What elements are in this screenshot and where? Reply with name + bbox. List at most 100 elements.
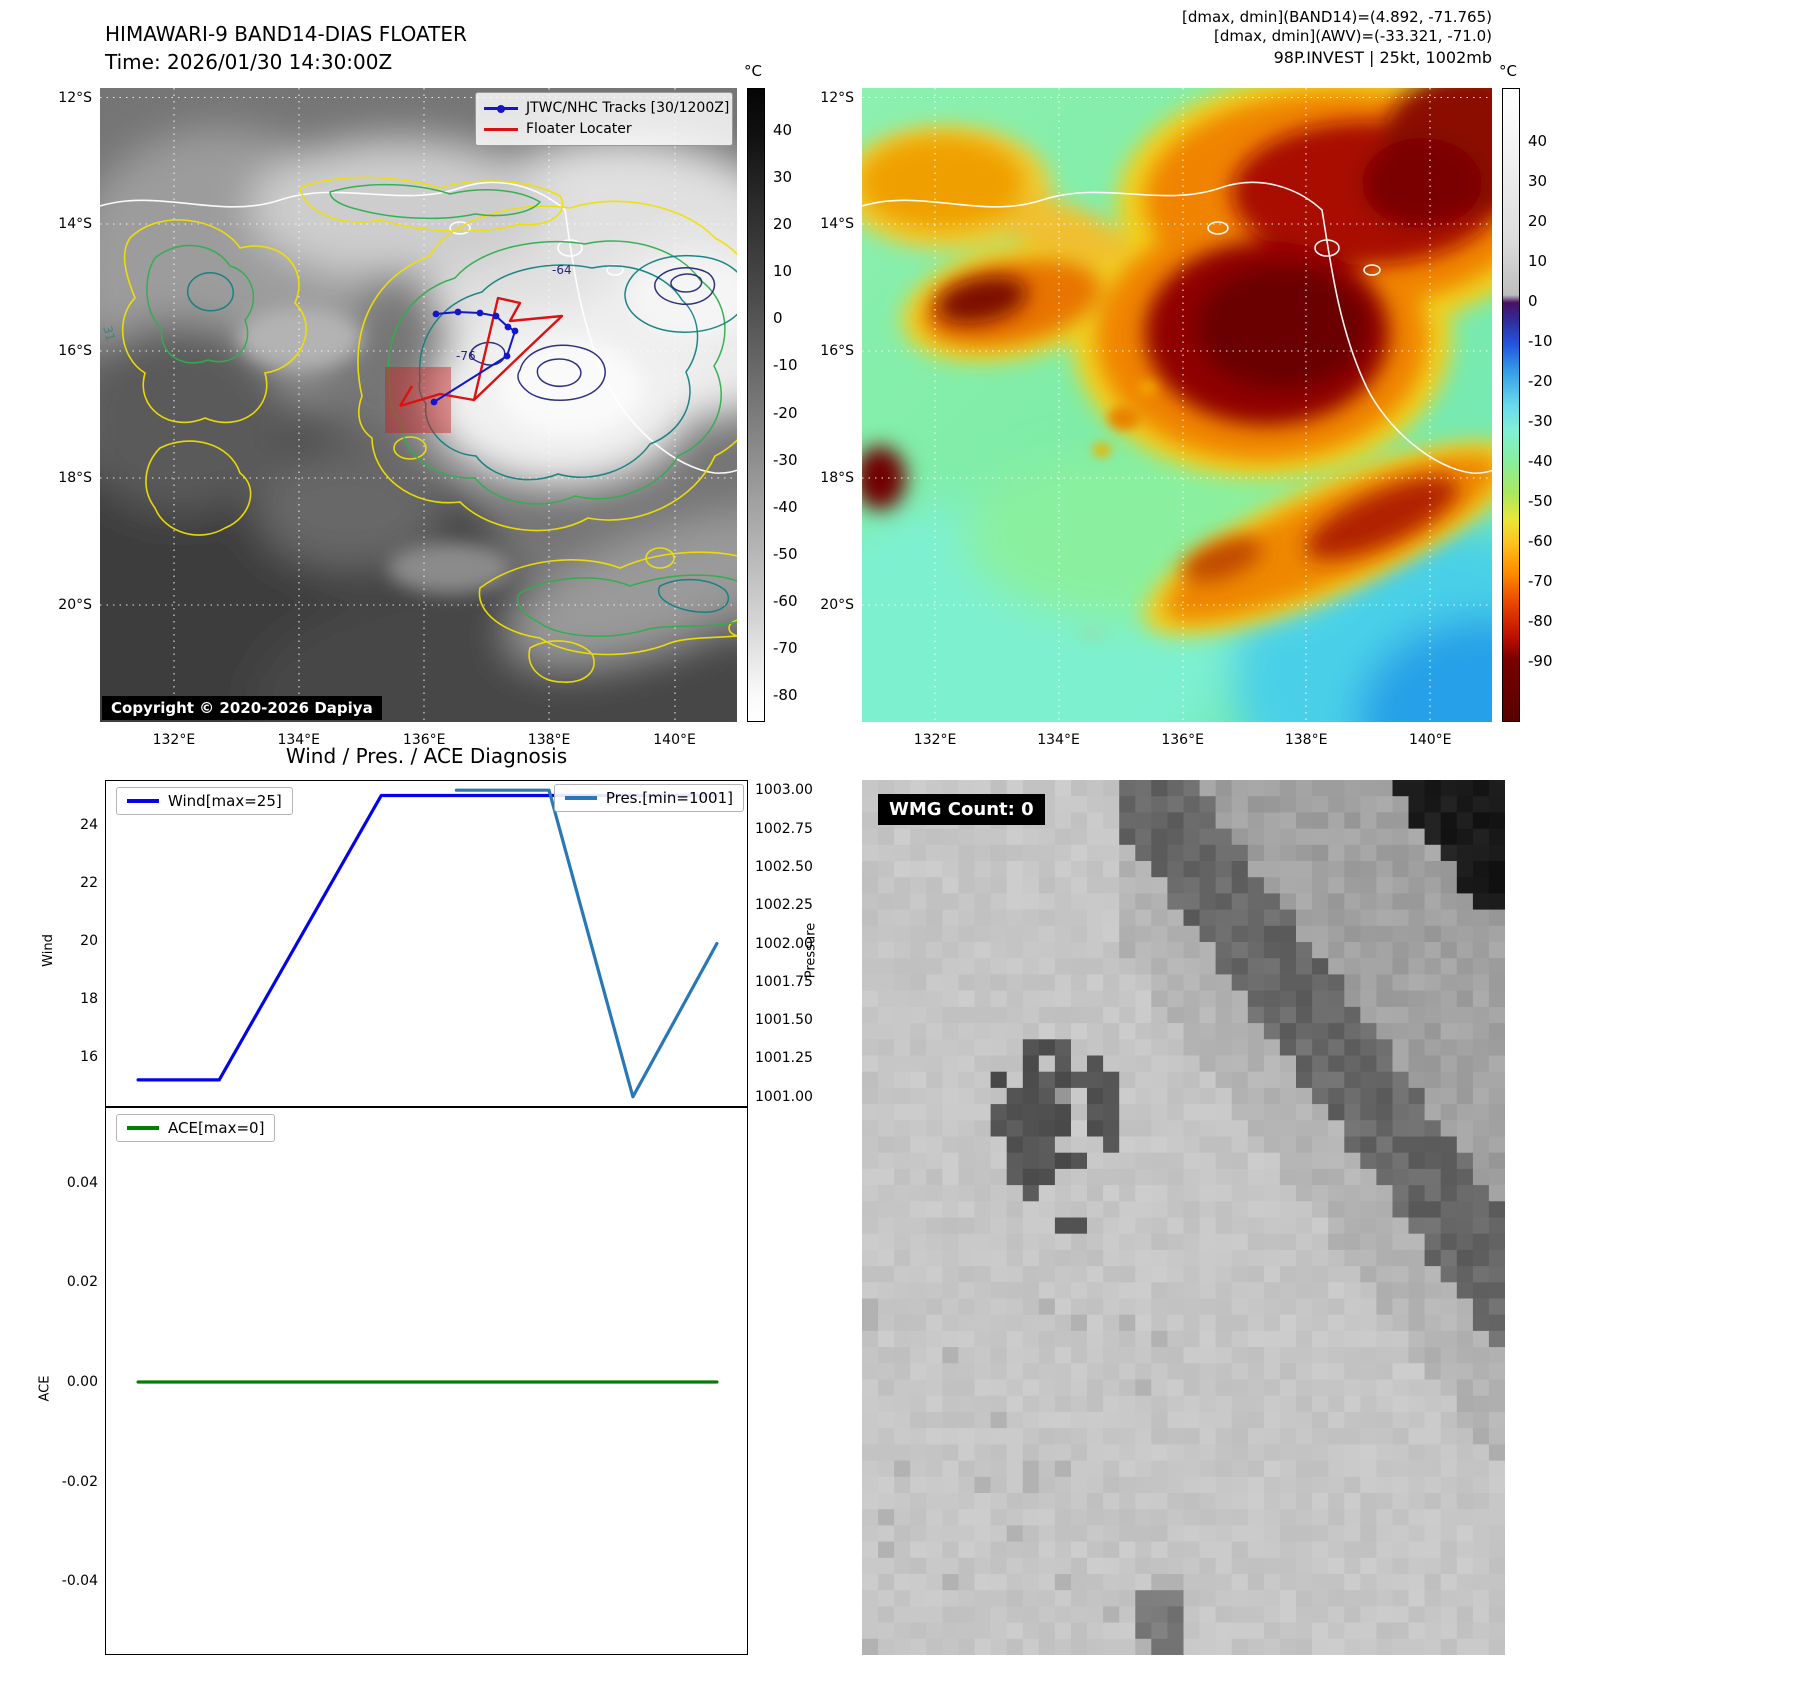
contour-label-edge: 31 [100,324,117,342]
colorbar-tick-label: -40 [773,497,798,516]
ace-legend-label: ACE[max=0] [168,1119,265,1137]
diagnosis-title: Wind / Pres. / ACE Diagnosis [285,744,568,768]
floater-locater-path [398,296,564,408]
contour-teal [186,254,737,613]
ace-line-sample [127,1126,159,1130]
colorbar-tick-label: -30 [1528,411,1553,430]
ace-tick-label: 0.04 [66,1174,98,1191]
ace-tick-label: 0.00 [66,1374,98,1390]
band14-colorbar-unit: °C [744,62,762,80]
series-line [136,793,719,1082]
band14-colorbar-gradient [747,88,765,722]
awv-header-block: [dmax, dmin](BAND14)=(4.892, -71.765) [d… [900,8,1492,67]
pressure-tick-label: 1002.50 [755,858,813,875]
wind-tick-label: 20 [80,932,98,949]
awv-colorbar-unit: °C [1499,62,1517,80]
lon-tick-label: 140°E [1408,732,1452,748]
pressure-tick-label: 1001.50 [755,1012,813,1029]
wind-legend: Wind[max=25] [116,787,293,815]
colorbar-tick-label: -70 [1528,571,1553,590]
colorbar-tick-label: -40 [1528,451,1553,470]
pressure-tick-label: 1002.75 [755,820,813,837]
lon-tick-label: 136°E [1161,732,1204,748]
lon-tick-label: 132°E [913,732,957,748]
floater-line-sample [484,128,518,131]
track-dot-sample [497,104,505,113]
jtwc-track-dots [430,308,519,406]
colorbar-tick-label: -20 [773,403,798,422]
wind-axis-label: Wind [40,934,56,967]
lat-tick-label: 18°S [58,469,92,486]
contour-label-inner: -76 [456,349,476,363]
contour-green [146,183,737,637]
pressure-line-sample [564,796,597,800]
colorbar-tick-label: -30 [773,450,798,469]
lon-tick-label: 132°E [152,732,196,748]
colorbar-tick-label: 20 [1528,211,1548,230]
awv-header-line1: [dmax, dmin](BAND14)=(4.892, -71.765) [1181,8,1492,26]
pressure-legend-label: Pres.[min=1001] [605,789,733,807]
lon-tick-label: 136°E [402,732,446,748]
wind-tick-label: 24 [80,816,98,833]
lat-tick-label: 12°S [820,89,854,106]
pressure-tick-label: 1002.25 [755,897,813,914]
colorbar-tick-label: -50 [1528,491,1553,510]
diagnosis-chart: Wind[max=25] Pres.[min=1001] ACE[max=0] … [37,780,819,1655]
pressure-tick-label: 1001.25 [755,1050,813,1067]
pressure-legend: Pres.[min=1001] [553,784,744,812]
lat-tick-label: 20°S [58,596,92,613]
colorbar-tick-label: 30 [773,167,793,186]
jtwc-track-line [433,310,517,403]
awv-satellite-map: 12°S 14°S 16°S 18°S 20°S 132°E 134°E 136°E 138°E… [820,88,1492,748]
series-line [454,788,719,1099]
pressure-tick-label: 1002.00 [755,935,813,952]
subplot-divider [106,1106,747,1108]
colorbar-tick-label: 10 [1528,251,1548,270]
awv-header-line3: 98P.INVEST | 25kt, 1002mb [1273,48,1492,67]
colorbar-tick-label: -70 [773,639,798,658]
colorbar-tick-label: 20 [773,215,793,234]
wind-tick-label: 16 [80,1048,98,1065]
map-legend: JTWC/NHC Tracks [30/1200Z] Floater Locat… [475,92,733,146]
band14-satellite-image: -76 -64 31 [100,88,737,722]
colorbar-tick-label: -20 [1528,371,1553,390]
lat-tick-label: 14°S [58,216,92,233]
graticule [100,88,737,722]
track-line-sample [484,104,518,113]
ace-plot [136,1380,719,1384]
awv-colorbar-gradient [1502,88,1520,722]
wind-legend-label: Wind[max=25] [168,792,282,810]
legend-row-floater: Floater Locater [484,119,724,140]
lat-tick-label: 20°S [820,596,854,613]
colorbar-tick-label: -60 [773,592,798,611]
colorbar-tick-label: -10 [1528,331,1553,350]
track-legend-label: JTWC/NHC Tracks [30/1200Z] [526,100,730,116]
colorbar-tick-label: -90 [1528,651,1553,670]
ace-legend: ACE[max=0] [116,1114,276,1142]
lat-tick-label: 12°S [58,89,92,106]
lon-tick-label: 138°E [1284,732,1328,748]
wmg-panel: WMG Count: 0 [862,780,1505,1655]
colorbar-tick-label: 40 [773,120,793,139]
cold-cloud-cores [862,88,1492,583]
floater-legend-label: Floater Locater [526,121,632,137]
lon-tick-label: 138°E [527,732,571,748]
colorbar-tick-label: 10 [773,262,793,281]
colorbar-tick-label: -80 [773,686,798,705]
copyright-banner: Copyright © 2020-2026 Dapiya [102,696,382,720]
wind-tick-label: 18 [80,990,98,1007]
colorbar-tick-label: -10 [773,356,798,375]
lat-tick-label: 18°S [820,469,854,486]
pressure-tick-label: 1001.75 [755,973,813,990]
band14-satellite-map: -76 -64 31 JTWC/NHC Tracks [30/1200Z] Fl… [58,88,737,748]
ace-tick-label: -0.02 [61,1473,98,1490]
ace-tick-label: -0.04 [61,1573,98,1590]
wind-line-sample [127,799,159,803]
colorbar-tick-label: -60 [1528,531,1553,550]
lon-tick-label: 134°E [1037,732,1080,748]
cold-cloud-specks [1078,380,1157,642]
coastline [100,181,737,474]
colorbar-tick-label: -50 [773,544,798,563]
lat-tick-label: 14°S [820,216,854,233]
